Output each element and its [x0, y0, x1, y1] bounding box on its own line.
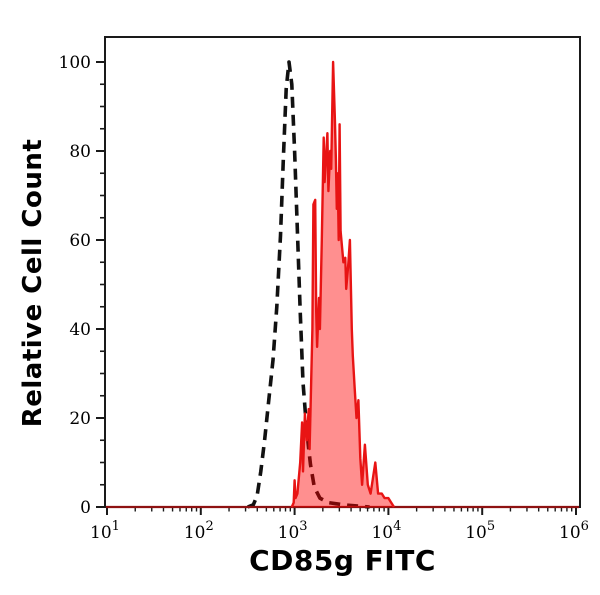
- x-tick-exponent: 5: [487, 519, 495, 534]
- y-tick-label: 60: [69, 231, 91, 251]
- sample-curve: [290, 60, 396, 508]
- x-tick-exponent: 6: [581, 519, 589, 534]
- x-axis-title: CD85g FITC: [249, 544, 436, 577]
- y-axis-title: Relative Cell Count: [18, 138, 48, 428]
- x-tick-label: 103: [278, 519, 308, 543]
- x-tick-label: 104: [371, 519, 401, 543]
- y-tick-label: 0: [80, 498, 91, 518]
- x-tick-exponent: 3: [299, 519, 307, 534]
- x-tick-label: 102: [184, 519, 214, 543]
- x-tick-label: 101: [90, 519, 120, 543]
- x-tick-exponent: 4: [393, 519, 401, 534]
- y-tick-label: 20: [69, 409, 91, 429]
- sample-fill: [291, 62, 394, 507]
- y-tick-label: 40: [69, 320, 91, 340]
- y-tick-label: 80: [69, 142, 91, 162]
- x-tick-label: 105: [465, 519, 495, 543]
- x-tick-label: 106: [559, 519, 589, 543]
- x-tick-exponent: 2: [205, 519, 213, 534]
- y-tick-label: 100: [59, 53, 91, 73]
- x-tick-exponent: 1: [112, 519, 120, 534]
